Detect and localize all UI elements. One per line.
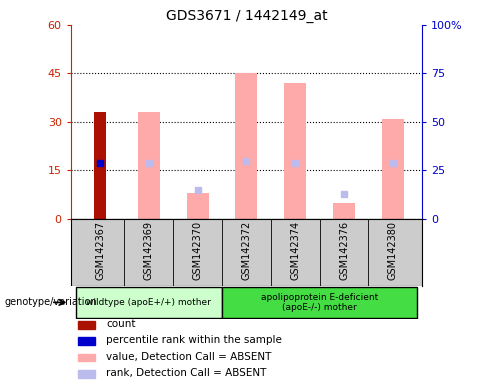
Bar xyxy=(78,354,95,361)
Text: GSM142380: GSM142380 xyxy=(388,221,398,280)
Text: rank, Detection Call = ABSENT: rank, Detection Call = ABSENT xyxy=(106,368,266,378)
Bar xyxy=(187,193,209,219)
Bar xyxy=(333,203,355,219)
Text: wildtype (apoE+/+) mother: wildtype (apoE+/+) mother xyxy=(86,298,211,307)
Bar xyxy=(78,370,95,378)
Text: percentile rank within the sample: percentile rank within the sample xyxy=(106,335,282,345)
Text: genotype/variation: genotype/variation xyxy=(5,297,98,308)
Bar xyxy=(236,73,258,219)
Text: GSM142376: GSM142376 xyxy=(339,221,349,280)
Bar xyxy=(284,83,306,219)
Bar xyxy=(78,337,95,345)
Text: apolipoprotein E-deficient
(apoE-/-) mother: apolipoprotein E-deficient (apoE-/-) mot… xyxy=(261,293,378,312)
Bar xyxy=(94,112,106,219)
Title: GDS3671 / 1442149_at: GDS3671 / 1442149_at xyxy=(165,8,327,23)
Text: GSM142369: GSM142369 xyxy=(144,221,154,280)
Bar xyxy=(76,287,222,318)
Text: value, Detection Call = ABSENT: value, Detection Call = ABSENT xyxy=(106,352,271,362)
Text: count: count xyxy=(106,319,135,329)
Text: GSM142367: GSM142367 xyxy=(95,221,105,280)
Bar xyxy=(138,112,160,219)
Text: GSM142372: GSM142372 xyxy=(242,221,251,280)
Bar xyxy=(222,287,417,318)
Bar xyxy=(382,119,404,219)
Text: GSM142374: GSM142374 xyxy=(290,221,300,280)
Bar xyxy=(78,321,95,329)
Text: GSM142370: GSM142370 xyxy=(193,221,203,280)
